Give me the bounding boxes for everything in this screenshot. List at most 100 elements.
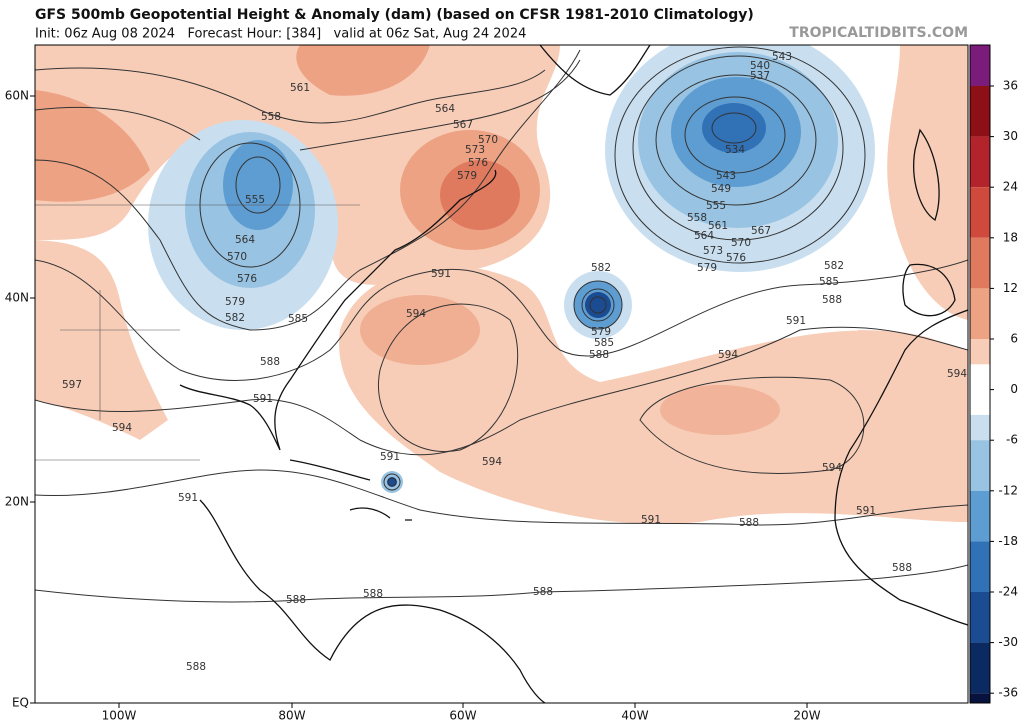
colorbar-label: 30 bbox=[1003, 129, 1018, 143]
subtitle: Init: 06z Aug 08 2024 Forecast Hour: [38… bbox=[35, 27, 526, 42]
lon-label: 60W bbox=[449, 709, 476, 723]
contour-label: 576 bbox=[726, 252, 746, 264]
colorbar-label: 24 bbox=[1003, 180, 1018, 194]
contour-label: 582 bbox=[824, 260, 844, 272]
contour-label: 588 bbox=[186, 661, 206, 673]
contour-label: 591 bbox=[253, 393, 273, 405]
contour-label: 561 bbox=[290, 82, 310, 94]
contour-label: 588 bbox=[892, 562, 912, 574]
contour-label: 594 bbox=[406, 308, 426, 320]
contour-label: 591 bbox=[380, 451, 400, 463]
contour-label: 594 bbox=[947, 368, 967, 380]
contour-label: 588 bbox=[739, 517, 759, 529]
colorbar: 36 30 24 18 12 6 0 -6 -12 -18 -24 -30 -36 bbox=[969, 44, 1018, 704]
contour-label: 579 bbox=[697, 262, 717, 274]
coastlines bbox=[35, 45, 968, 703]
contour-label: 561 bbox=[708, 220, 728, 232]
contour-label: 582 bbox=[225, 312, 245, 324]
colorbar-label: 0 bbox=[1010, 382, 1018, 396]
map-frame bbox=[34, 44, 969, 704]
contour-label: 594 bbox=[718, 349, 738, 361]
contour-label: 570 bbox=[731, 237, 751, 249]
contour-label: 558 bbox=[687, 212, 707, 224]
contour-label: 543 bbox=[772, 51, 792, 63]
colorbar-segment bbox=[970, 86, 990, 137]
contour-label: 549 bbox=[711, 183, 731, 195]
contour-label: 588 bbox=[589, 349, 609, 361]
colorbar-segment bbox=[970, 440, 990, 491]
colorbar-segment bbox=[970, 490, 990, 542]
contour-label: 555 bbox=[706, 200, 726, 212]
contour-label: 585 bbox=[819, 276, 839, 288]
map bbox=[35, 45, 968, 703]
colorbar-label: -18 bbox=[998, 534, 1018, 548]
contour-label: 576 bbox=[468, 157, 488, 169]
colorbar-label: -24 bbox=[998, 585, 1018, 599]
contour-label: 567 bbox=[751, 225, 771, 237]
contour-label: 591 bbox=[786, 315, 806, 327]
colorbar-label: -36 bbox=[998, 686, 1018, 700]
colorbar-segment bbox=[970, 592, 990, 643]
colorbar-segment bbox=[970, 288, 990, 339]
colorbar-label: 18 bbox=[1003, 230, 1018, 244]
contour-label: 591 bbox=[178, 492, 198, 504]
colorbar-segment bbox=[970, 642, 990, 694]
contour-label: 567 bbox=[453, 119, 473, 131]
contour-label: 573 bbox=[465, 144, 485, 156]
colorbar-segment bbox=[970, 136, 990, 188]
colorbar-segment bbox=[970, 187, 990, 238]
contour-label: 588 bbox=[822, 294, 842, 306]
colorbar-label: 36 bbox=[1003, 79, 1018, 93]
contour-label: 540 bbox=[750, 60, 770, 72]
contour-label: 570 bbox=[227, 251, 247, 263]
contour-label: 585 bbox=[288, 313, 308, 325]
contour-label: 555 bbox=[245, 194, 265, 206]
lon-label: 80W bbox=[278, 709, 305, 723]
lat-label: 40N bbox=[5, 291, 29, 305]
contour-label: 588 bbox=[533, 586, 553, 598]
lat-label: 60N bbox=[5, 89, 29, 103]
lon-label: 100W bbox=[102, 709, 137, 723]
axes: 60N 40N 20N EQ 100W 80W 60W 40W 20W bbox=[5, 89, 821, 723]
contour-label: 534 bbox=[725, 144, 745, 156]
colorbar-frame bbox=[969, 44, 991, 704]
contour-label: 579 bbox=[457, 170, 477, 182]
contour-label: 591 bbox=[856, 505, 876, 517]
lat-label: 20N bbox=[5, 495, 29, 509]
contour-label: 597 bbox=[62, 379, 82, 391]
colorbar-segment bbox=[970, 693, 990, 703]
contour-label: 564 bbox=[235, 234, 255, 246]
colorbar-label: 6 bbox=[1010, 332, 1018, 346]
contour-label: 588 bbox=[260, 356, 280, 368]
contour-label: 588 bbox=[286, 594, 306, 606]
colorbar-zero-band bbox=[970, 364, 990, 415]
contour-label: 591 bbox=[431, 268, 451, 280]
contour-label: 573 bbox=[703, 245, 723, 257]
title: GFS 500mb Geopotential Height & Anomaly … bbox=[35, 7, 754, 23]
contour-label: 564 bbox=[694, 230, 714, 242]
contour-label: 585 bbox=[594, 337, 614, 349]
contour-label: 558 bbox=[261, 111, 281, 123]
lon-label: 20W bbox=[793, 709, 820, 723]
colorbar-label: -12 bbox=[998, 483, 1018, 497]
contour-label: 594 bbox=[482, 456, 502, 468]
contour-label: 579 bbox=[591, 326, 611, 338]
colorbar-segment bbox=[970, 237, 990, 289]
contour-label: 594 bbox=[112, 422, 132, 434]
site-name: TROPICALTIDBITS.COM bbox=[789, 25, 968, 41]
colorbar-label: 12 bbox=[1003, 281, 1018, 295]
contour-label: 591 bbox=[641, 514, 661, 526]
contour-label: 543 bbox=[716, 170, 736, 182]
contour-label: 588 bbox=[363, 588, 383, 600]
contour-label: 594 bbox=[822, 462, 842, 474]
colorbar-label: -30 bbox=[998, 635, 1018, 649]
lon-label: 40W bbox=[621, 709, 648, 723]
height-contours bbox=[35, 46, 968, 603]
colorbar-segment bbox=[970, 541, 990, 592]
colorbar-label: -6 bbox=[1006, 433, 1018, 447]
lat-label: EQ bbox=[12, 696, 29, 710]
contour-label: 537 bbox=[750, 70, 770, 82]
contour-label: 582 bbox=[591, 262, 611, 274]
